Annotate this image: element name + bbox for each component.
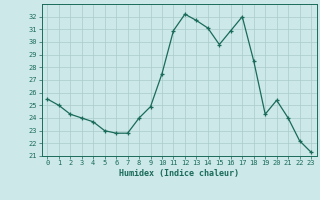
X-axis label: Humidex (Indice chaleur): Humidex (Indice chaleur) <box>119 169 239 178</box>
